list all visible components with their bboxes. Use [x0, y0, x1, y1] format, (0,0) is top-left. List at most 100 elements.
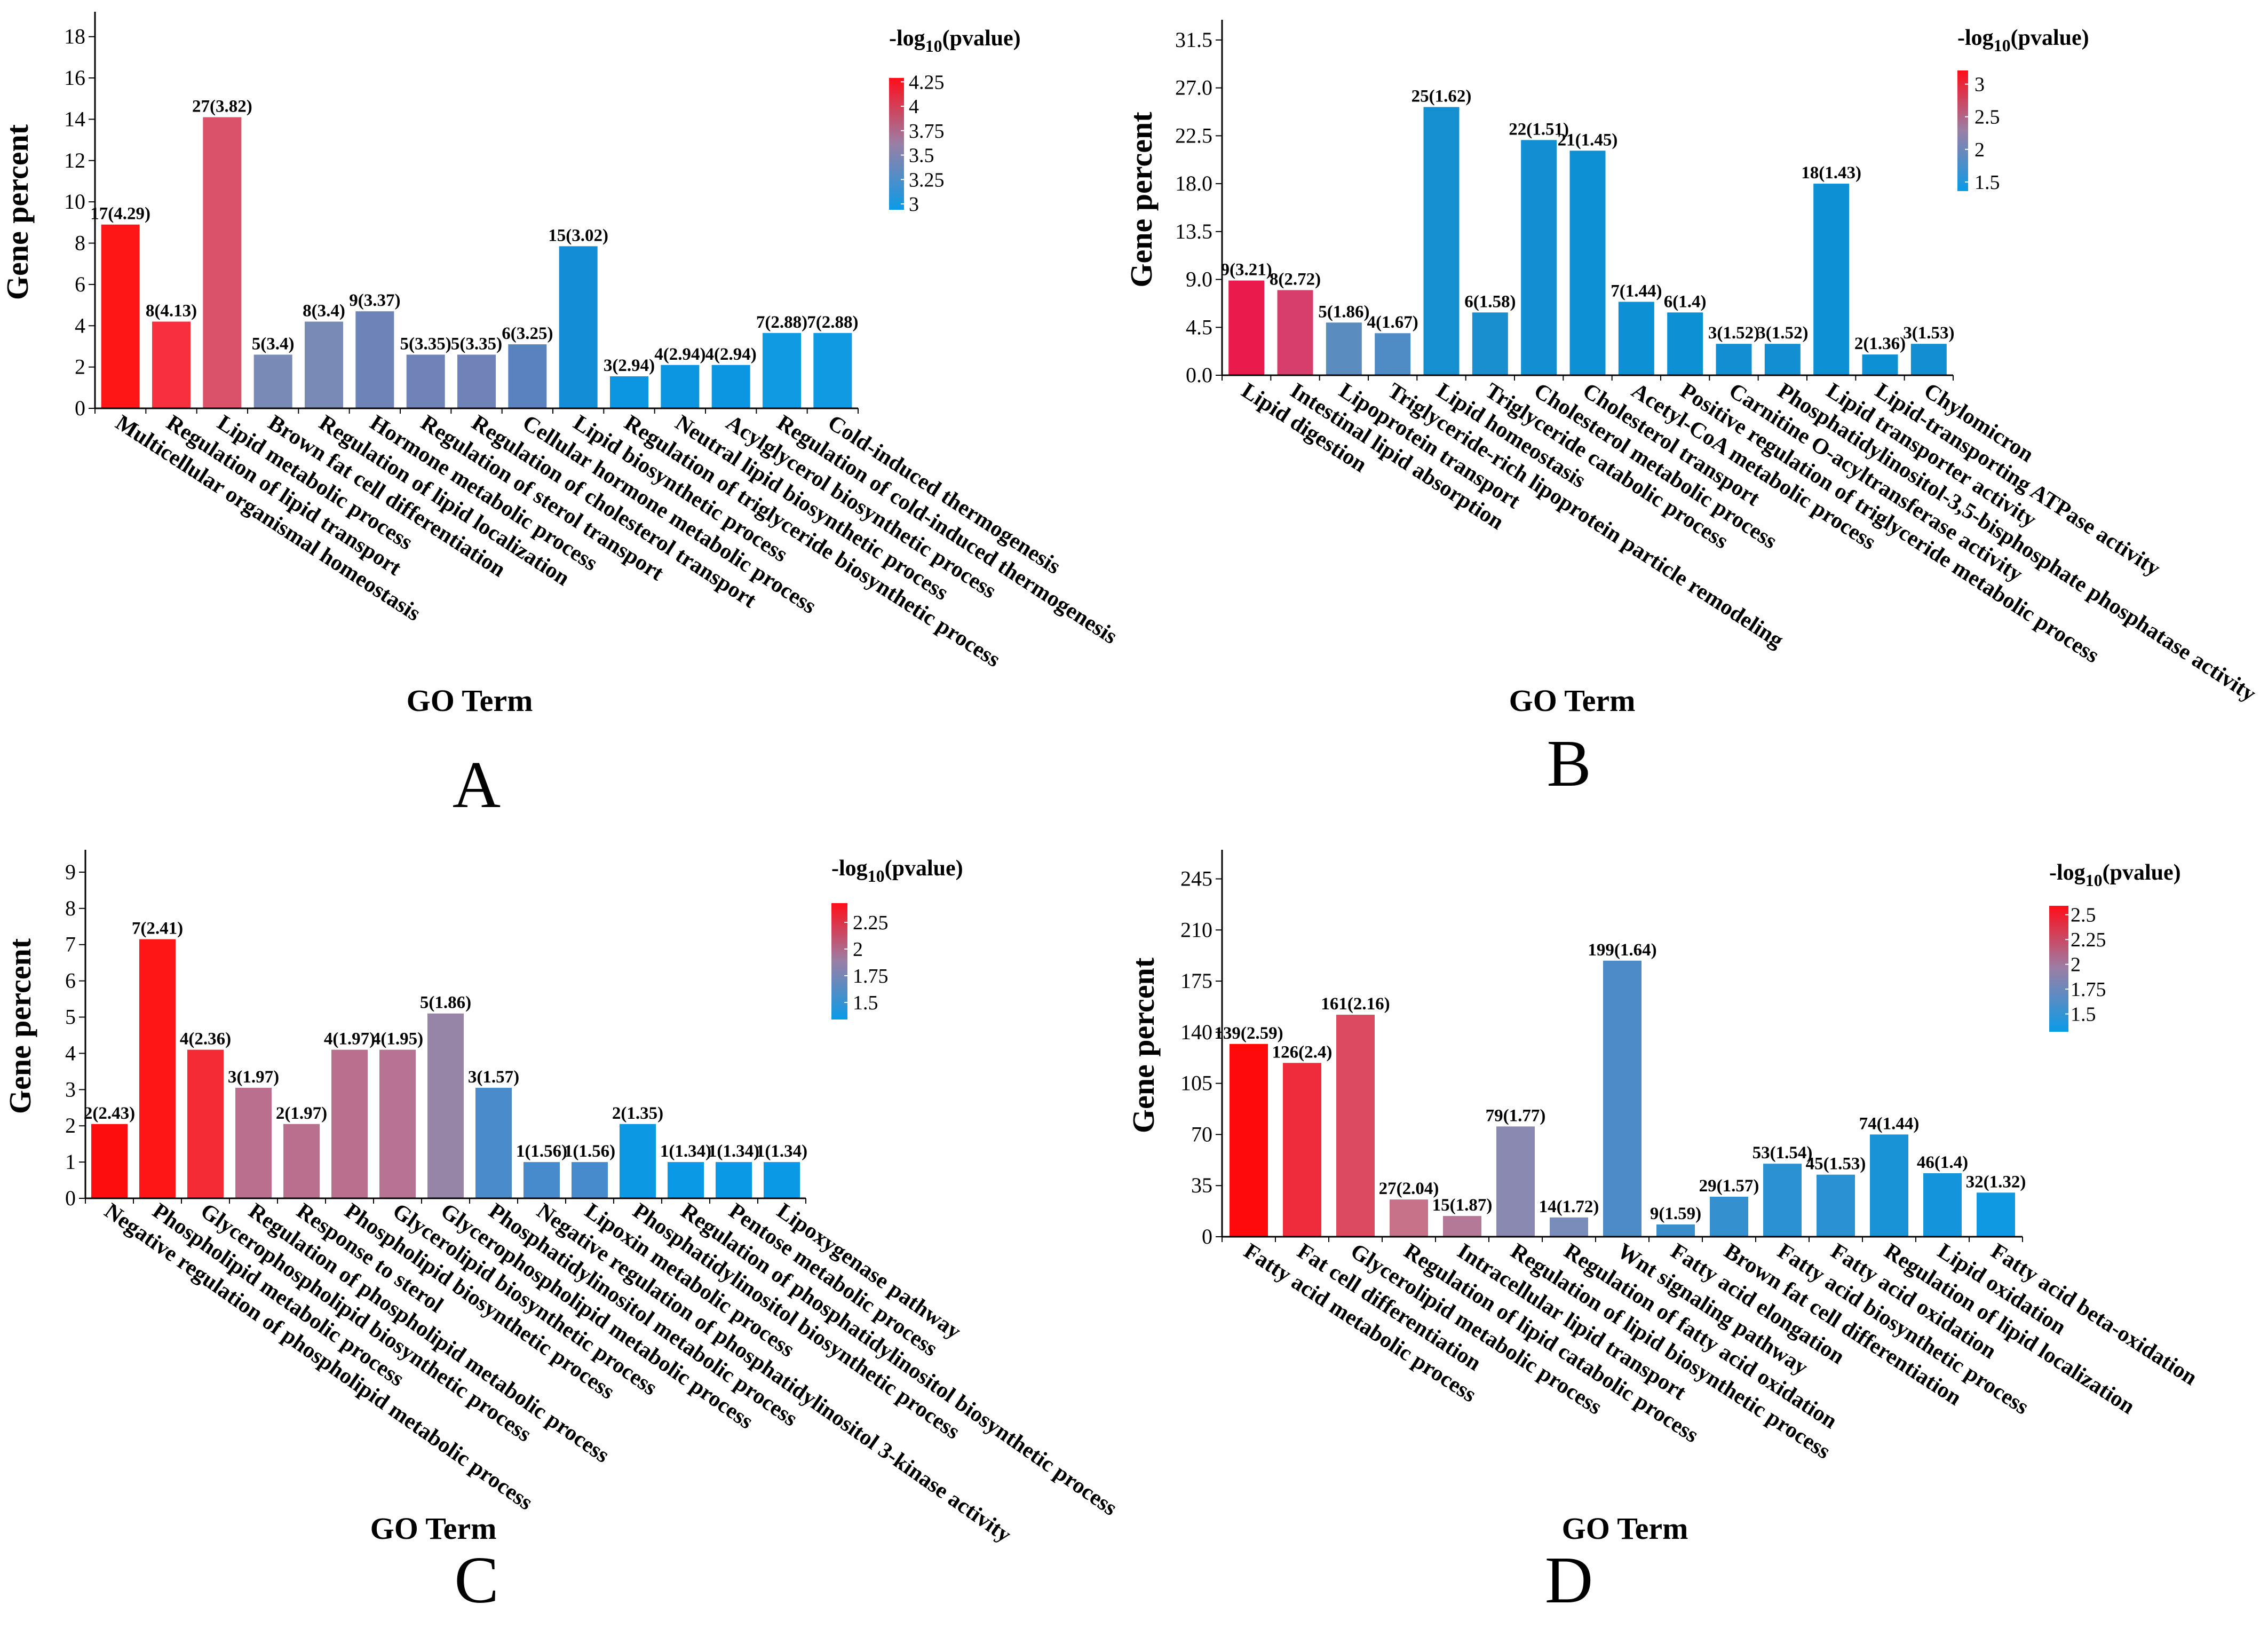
data-label: 1(1.34): [660, 1142, 711, 1161]
bar[interactable]: [355, 311, 394, 408]
legend-tick-label: 1.75: [2071, 978, 2106, 1001]
y-tick-label: 105: [1180, 1071, 1212, 1095]
bar[interactable]: [1569, 151, 1606, 375]
bar[interactable]: [1763, 1164, 1802, 1237]
legend-tick-label: 4.25: [909, 71, 945, 93]
bar[interactable]: [1390, 1199, 1428, 1237]
bar[interactable]: [305, 321, 343, 408]
bar[interactable]: [1618, 302, 1654, 375]
bar[interactable]: [1656, 1224, 1695, 1237]
data-label: 126(2.4): [1272, 1042, 1333, 1062]
y-tick-label: 16: [64, 66, 85, 90]
bar[interactable]: [1375, 333, 1411, 375]
y-tick-label: 2: [65, 1113, 76, 1137]
bar[interactable]: [1977, 1192, 2015, 1237]
data-label: 5(3.4): [252, 334, 295, 353]
bar[interactable]: [1716, 344, 1752, 375]
bar[interactable]: [427, 1013, 464, 1198]
y-tick-label: 210: [1180, 918, 1212, 942]
bar[interactable]: [1443, 1216, 1481, 1237]
y-tick-label: 0: [75, 396, 85, 420]
bar[interactable]: [1667, 312, 1703, 375]
bar[interactable]: [101, 224, 140, 408]
legend-tick-label: 2.5: [2071, 904, 2096, 927]
bar[interactable]: [406, 354, 445, 408]
legend-tick-label: 3.25: [909, 169, 945, 191]
bar[interactable]: [1817, 1174, 1855, 1237]
bar[interactable]: [661, 365, 700, 408]
bar[interactable]: [139, 939, 176, 1198]
bar[interactable]: [1910, 344, 1947, 375]
bar[interactable]: [620, 1124, 656, 1198]
bar[interactable]: [763, 333, 801, 408]
bar[interactable]: [1813, 184, 1850, 375]
bar[interactable]: [1230, 1044, 1268, 1237]
bar[interactable]: [1764, 344, 1801, 375]
bar[interactable]: [559, 246, 598, 408]
data-label: 3(1.53): [1903, 323, 1954, 343]
data-label: 7(2.41): [132, 919, 183, 938]
data-label: 18(1.43): [1801, 163, 1861, 183]
bar[interactable]: [1228, 280, 1265, 375]
category-label: Phosphatidylinositol-3,5-bisphosphate ph…: [1773, 378, 2261, 707]
y-tick-label: 0.0: [1186, 363, 1212, 387]
data-label: 2(2.43): [84, 1104, 135, 1123]
data-label: 3(2.94): [604, 356, 655, 375]
bar[interactable]: [1336, 1015, 1375, 1237]
bar[interactable]: [235, 1087, 272, 1198]
bar[interactable]: [331, 1049, 368, 1198]
bar[interactable]: [1603, 960, 1641, 1237]
data-label: 2(1.97): [276, 1104, 327, 1123]
data-label: 9(3.21): [1221, 260, 1272, 280]
chart-panel-a: 17(4.29)Multicellular organismal homeost…: [0, 12, 1122, 822]
bar[interactable]: [711, 365, 750, 408]
y-tick-label: 18.0: [1175, 171, 1212, 195]
bar[interactable]: [1283, 1063, 1321, 1237]
y-tick-label: 70: [1191, 1122, 1212, 1146]
bar[interactable]: [764, 1162, 800, 1198]
bar[interactable]: [379, 1049, 416, 1198]
bar[interactable]: [1923, 1173, 1962, 1237]
bar[interactable]: [716, 1162, 752, 1198]
bar[interactable]: [283, 1124, 320, 1198]
bar[interactable]: [457, 354, 496, 408]
bar[interactable]: [508, 344, 547, 408]
data-label: 6(3.25): [502, 324, 553, 343]
data-label: 22(1.51): [1509, 120, 1569, 139]
bar[interactable]: [475, 1087, 512, 1198]
bar[interactable]: [1326, 322, 1362, 375]
legend-tick-label: 1.5: [1974, 171, 2000, 194]
bar[interactable]: [253, 354, 292, 408]
y-tick-label: 245: [1180, 867, 1212, 891]
bar[interactable]: [1423, 107, 1460, 375]
x-axis-title: GO Term: [1562, 1511, 1688, 1546]
legend-tick-label: 1.5: [853, 992, 878, 1014]
bar[interactable]: [152, 321, 191, 408]
bar[interactable]: [1870, 1134, 1908, 1237]
bar[interactable]: [610, 376, 648, 408]
y-tick-label: 35: [1191, 1173, 1212, 1197]
bar[interactable]: [1862, 354, 1898, 375]
bar[interactable]: [1521, 140, 1557, 375]
bar[interactable]: [187, 1049, 224, 1198]
bar[interactable]: [813, 333, 852, 408]
data-label: 79(1.77): [1486, 1106, 1546, 1125]
bar[interactable]: [91, 1124, 128, 1198]
y-tick-label: 4: [75, 313, 85, 337]
bar[interactable]: [524, 1162, 560, 1198]
data-label: 15(3.02): [548, 226, 608, 245]
data-label: 1(1.34): [708, 1142, 759, 1161]
bar[interactable]: [1496, 1126, 1535, 1237]
data-label: 5(3.35): [451, 334, 502, 353]
data-label: 14(1.72): [1539, 1197, 1599, 1216]
legend-tick-label: 2: [1974, 139, 1985, 161]
bar[interactable]: [1472, 312, 1508, 375]
bar[interactable]: [1710, 1197, 1748, 1237]
bar[interactable]: [1550, 1217, 1588, 1237]
bar[interactable]: [668, 1162, 704, 1198]
bar[interactable]: [203, 117, 242, 409]
data-label: 9(1.59): [1650, 1204, 1701, 1223]
bar[interactable]: [1277, 290, 1313, 375]
bar[interactable]: [572, 1162, 608, 1198]
